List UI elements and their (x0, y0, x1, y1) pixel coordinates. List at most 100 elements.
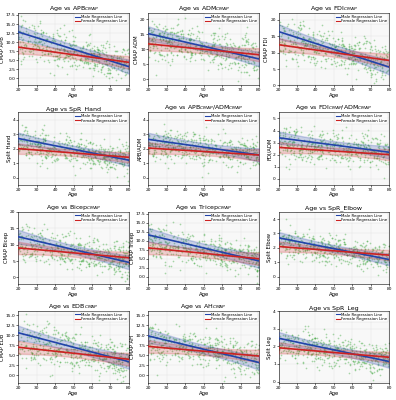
Point (48, 253, 54, 259)
Point (208, 139, 214, 146)
Point (242, 42, 248, 49)
Point (150, 253, 156, 259)
Point (235, 162, 242, 169)
Point (175, 245, 181, 251)
Point (315, 154, 321, 161)
Point (162, 247, 168, 253)
Point (43, 36, 50, 43)
Point (112, 48, 118, 54)
Point (217, 338, 224, 344)
Point (283, 329, 289, 336)
Point (235, 46, 241, 53)
Point (171, 140, 177, 147)
Point (187, 336, 194, 342)
Point (56, 348, 62, 354)
Point (80, 44, 86, 51)
Point (253, 355, 259, 362)
Point (192, 243, 198, 249)
Point (44, 225, 50, 232)
Point (30, 342, 36, 349)
Point (194, 261, 200, 268)
Point (29, 140, 35, 146)
Point (149, 28, 156, 35)
Point (156, 354, 162, 361)
Point (99, 255, 106, 262)
Point (53, 341, 59, 347)
Point (69, 52, 76, 58)
Point (310, 54, 316, 60)
Point (324, 145, 330, 152)
Point (88, 155, 94, 162)
Point (170, 251, 176, 257)
Point (256, 252, 262, 258)
Point (96, 243, 102, 249)
Point (84, 247, 91, 254)
Point (200, 249, 206, 256)
Point (366, 254, 373, 260)
Point (105, 358, 111, 365)
Point (284, 147, 290, 154)
Point (385, 141, 391, 148)
Point (163, 335, 169, 341)
Point (284, 141, 290, 148)
Point (308, 337, 314, 343)
Point (61, 42, 67, 49)
Point (187, 342, 193, 348)
Point (292, 343, 299, 350)
Point (305, 38, 311, 44)
Point (196, 239, 202, 246)
Point (243, 250, 249, 256)
Point (146, 324, 152, 331)
Point (285, 346, 291, 352)
Point (55, 330, 61, 336)
Point (19, 328, 25, 334)
Point (36, 163, 43, 170)
Point (246, 247, 252, 253)
Y-axis label: CMAP Tricep: CMAP Tricep (130, 232, 135, 264)
Point (356, 263, 362, 269)
Point (35, 22, 41, 29)
Point (253, 352, 259, 358)
Point (69, 61, 75, 68)
Point (347, 146, 353, 152)
Point (319, 142, 326, 149)
Point (27, 138, 33, 144)
Point (245, 36, 251, 42)
Point (340, 42, 346, 48)
Point (83, 51, 89, 58)
Point (280, 235, 286, 241)
Point (316, 156, 322, 162)
Point (86, 156, 92, 162)
Point (50, 151, 56, 158)
Point (183, 160, 189, 166)
Point (333, 50, 339, 56)
Point (366, 254, 372, 260)
Point (305, 46, 312, 52)
Point (74, 355, 80, 362)
Point (173, 244, 179, 250)
Point (326, 230, 333, 236)
Point (103, 56, 110, 62)
Point (343, 145, 349, 151)
Point (152, 330, 159, 336)
Point (75, 242, 81, 248)
Point (216, 41, 222, 47)
Point (118, 263, 125, 269)
Point (101, 356, 107, 363)
Point (165, 145, 171, 152)
Point (314, 238, 321, 245)
Point (185, 36, 192, 42)
Point (197, 256, 204, 262)
Point (278, 250, 284, 257)
Point (360, 268, 366, 274)
Point (362, 130, 368, 137)
Point (245, 154, 251, 161)
Point (67, 360, 73, 366)
Point (360, 141, 367, 148)
Point (158, 38, 164, 44)
Point (197, 135, 204, 142)
Point (152, 232, 158, 238)
Point (284, 350, 290, 356)
Point (122, 148, 129, 154)
Point (178, 48, 185, 54)
